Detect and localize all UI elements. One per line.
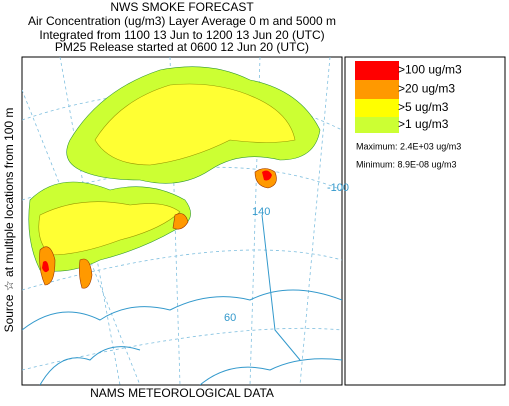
legend-swatch bbox=[355, 99, 399, 117]
legend-swatch bbox=[355, 117, 399, 133]
legend-swatch bbox=[355, 80, 399, 99]
subtitle: Integrated from 1100 13 Jun to 1200 13 J… bbox=[39, 28, 324, 42]
legend-label: >5 ug/m3 bbox=[398, 100, 449, 114]
minimum: Minimum: 8.9E-08 ug/m3 bbox=[356, 159, 457, 169]
coastline bbox=[22, 214, 342, 385]
map-label: 60 bbox=[224, 312, 236, 324]
maximum: Maximum: 2.4E+03 ug/m3 bbox=[356, 141, 461, 151]
side-label: Source ☆ at multiple locations from 100 … bbox=[2, 108, 16, 333]
subtitle: PM25 Release started at 0600 12 Jun 20 (… bbox=[55, 40, 309, 54]
title: NWS SMOKE FORECAST bbox=[110, 0, 254, 14]
footer: NAMS METEOROLOGICAL DATA bbox=[90, 386, 274, 400]
legend-swatch bbox=[355, 61, 399, 80]
smoke-plume bbox=[28, 66, 321, 289]
map-label: 140 bbox=[252, 206, 270, 218]
legend-label: >1 ug/m3 bbox=[398, 117, 449, 131]
legend-label: >20 ug/m3 bbox=[398, 82, 455, 96]
legend-label: >100 ug/m3 bbox=[398, 63, 462, 77]
map-label: -100 bbox=[327, 182, 349, 194]
subtitle: Air Concentration (ug/m3) Layer Average … bbox=[28, 14, 336, 28]
map bbox=[21, 56, 343, 386]
